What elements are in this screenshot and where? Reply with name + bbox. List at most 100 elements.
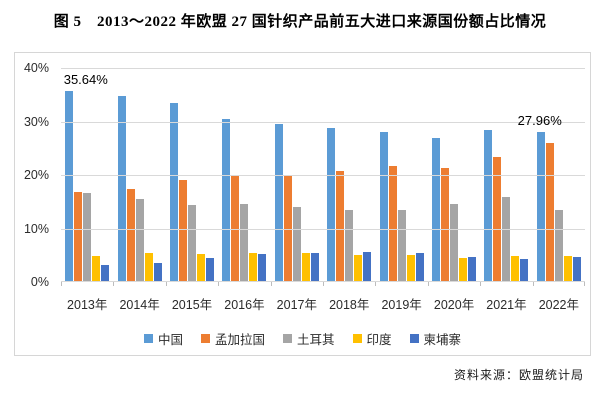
bar-group-2021年 [480, 68, 532, 282]
legend-item-土耳其: 土耳其 [282, 329, 335, 348]
bar-中国-2018年 [327, 127, 336, 282]
bar-印度-2018年 [354, 254, 363, 282]
x-axis-tick [218, 282, 220, 286]
x-axis-tick [375, 282, 377, 286]
bar-孟加拉国-2022年 [545, 143, 554, 282]
legend-label: 土耳其 [296, 333, 335, 347]
legend-item-印度: 印度 [352, 329, 392, 348]
x-axis-tick [323, 282, 324, 286]
legend: 中国 孟加拉国 土耳其 印度 柬埔寨 [15, 329, 590, 348]
bar-印度-2019年 [406, 254, 415, 282]
bar-印度-2013年 [92, 255, 101, 282]
legend-marker-icon [200, 334, 210, 343]
bar-孟加拉国-2014年 [126, 188, 135, 282]
bar-孟加拉国-2013年 [74, 192, 83, 282]
legend-item-柬埔寨: 柬埔寨 [409, 329, 462, 348]
source-note: 资料来源：欧盟统计局 [453, 368, 584, 382]
bar-印度-2016年 [249, 253, 258, 282]
bar-孟加拉国-2018年 [336, 170, 345, 282]
bar-孟加拉国-2015年 [179, 179, 188, 282]
bar-印度-2017年 [301, 253, 310, 282]
bar-印度-2021年 [511, 255, 520, 282]
bar-土耳其-2021年 [502, 197, 511, 282]
x-axis-label: 2021年 [486, 298, 527, 312]
legend-label: 孟加拉国 [214, 333, 265, 347]
bar-中国-2014年 [117, 95, 126, 282]
x-axis-tick [61, 282, 62, 286]
bar-group-2022年 [533, 68, 585, 282]
bar-孟加拉国-2019年 [388, 166, 397, 282]
data-label-2013年: 35.64% [63, 72, 108, 88]
bar-group-2015年 [166, 68, 218, 282]
bar-中国-2019年 [379, 132, 388, 282]
legend-label: 印度 [366, 333, 392, 347]
bar-柬埔寨-2016年 [258, 254, 267, 282]
y-axis-label: 10% [23, 221, 49, 236]
plot-area: 35.64% 27.96% [61, 68, 585, 286]
bar-group-2020年 [428, 68, 480, 282]
x-axis-label: 2020年 [433, 298, 475, 312]
bar-group-2018年 [323, 68, 375, 282]
bar-孟加拉国-2020年 [441, 167, 450, 282]
x-axis-label: 2022年 [538, 298, 580, 312]
bar-group-2013年 [61, 68, 113, 282]
bar-中国-2020年 [432, 137, 441, 282]
x-axis-tick [480, 282, 482, 286]
legend-marker-icon [409, 334, 419, 343]
bar-土耳其-2018年 [345, 209, 354, 282]
gridline [61, 175, 585, 176]
chart-frame: 40% 30% 20% 10% 0% 35.64% 27.96% 2013年 2014年 20… [14, 52, 591, 356]
bar-土耳其-2016年 [240, 204, 249, 282]
bar-土耳其-2017年 [292, 207, 301, 282]
bar-柬埔寨-2019年 [415, 252, 424, 282]
x-axis-tick [532, 282, 534, 286]
bar-中国-2017年 [274, 124, 283, 282]
data-label-2022年: 27.96% [517, 113, 562, 129]
x-axis-label: 2017年 [276, 298, 317, 312]
bar-土耳其-2020年 [450, 203, 459, 282]
bar-印度-2015年 [197, 253, 206, 282]
bar-中国-2015年 [170, 102, 179, 282]
bar-中国-2016年 [222, 119, 231, 282]
legend-label: 柬埔寨 [423, 333, 462, 347]
bar-柬埔寨-2018年 [363, 252, 372, 282]
bar-中国-2022年 [536, 132, 545, 282]
bar-柬埔寨-2013年 [101, 265, 110, 282]
bar-group-2019年 [375, 68, 427, 282]
y-axis: 40% 30% 20% 10% 0% [15, 61, 53, 289]
bar-柬埔寨-2014年 [153, 262, 162, 282]
bar-中国-2013年 [65, 91, 74, 282]
bar-土耳其-2013年 [83, 193, 92, 282]
x-axis: 2013年 2014年 2015年 2016年 2017年 2018年 2019年 2020年… [61, 294, 585, 313]
x-axis-label: 2018年 [329, 298, 370, 312]
legend-marker-icon [282, 334, 292, 343]
chart-title: 图 5 2013～2022 年欧盟 27 国针织产品前五大进口来源国份额占比情况 [53, 14, 547, 30]
legend-item-中国: 中国 [143, 329, 183, 348]
x-axis-label: 2014年 [119, 298, 160, 312]
x-axis-tick [113, 282, 115, 286]
x-axis-label: 2015年 [171, 298, 213, 312]
bar-柬埔寨-2017年 [310, 253, 319, 282]
bar-孟加拉国-2021年 [493, 157, 502, 282]
legend-label: 中国 [157, 333, 183, 347]
bar-土耳其-2015年 [188, 204, 197, 282]
gridline [61, 228, 585, 230]
bar-柬埔寨-2020年 [468, 256, 477, 282]
x-axis-label: 2019年 [381, 298, 422, 312]
x-axis-tick [270, 282, 272, 286]
bar-土耳其-2019年 [397, 210, 406, 282]
legend-item-孟加拉国: 孟加拉国 [200, 329, 265, 348]
bar-中国-2021年 [484, 129, 493, 282]
bar-土耳其-2014年 [135, 198, 144, 282]
gridline [61, 281, 585, 282]
bar-柬埔寨-2022年 [572, 257, 581, 282]
y-axis-label: 20% [23, 168, 49, 182]
legend-marker-icon [143, 334, 153, 343]
y-axis-label: 0% [30, 275, 49, 289]
y-axis-label: 30% [23, 114, 49, 129]
bar-印度-2020年 [459, 257, 468, 282]
bar-印度-2022年 [563, 255, 572, 282]
x-axis-tick [584, 282, 585, 286]
legend-marker-icon [352, 334, 362, 343]
bar-印度-2014年 [144, 253, 153, 282]
